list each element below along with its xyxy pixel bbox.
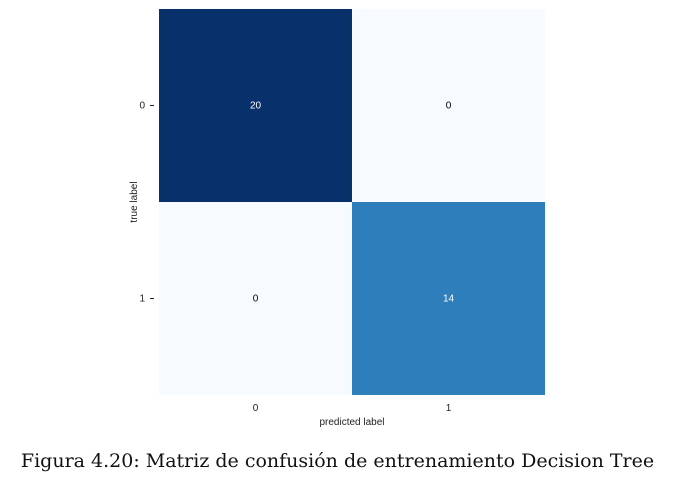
heatmap-cell-0-1 — [352, 9, 545, 202]
heatmap-cell-1-1 — [352, 202, 545, 395]
y-tick-label-0: 0 — [139, 101, 145, 112]
cell-annotations: 20 0 0 14 — [250, 101, 455, 305]
y-axis-ticks: 01 — [139, 101, 154, 305]
heatmap-cell-1-0 — [159, 202, 352, 395]
cell-value-1-0: 0 — [253, 294, 259, 305]
x-tick-label-0: 0 — [253, 403, 259, 414]
heatmap-cells — [159, 9, 545, 395]
cell-value-0-0: 20 — [250, 101, 262, 112]
y-tick-label-1: 1 — [139, 294, 145, 305]
heatmap-cell-0-0 — [159, 9, 352, 202]
x-tick-label-1: 1 — [446, 403, 452, 414]
figure-caption: Figura 4.20: Matriz de confusión de entr… — [20, 450, 655, 472]
cell-value-1-1: 14 — [443, 294, 455, 305]
cell-value-0-1: 0 — [446, 101, 452, 112]
x-axis-label: predicted label — [319, 417, 384, 428]
y-axis-label: true label — [129, 181, 140, 222]
